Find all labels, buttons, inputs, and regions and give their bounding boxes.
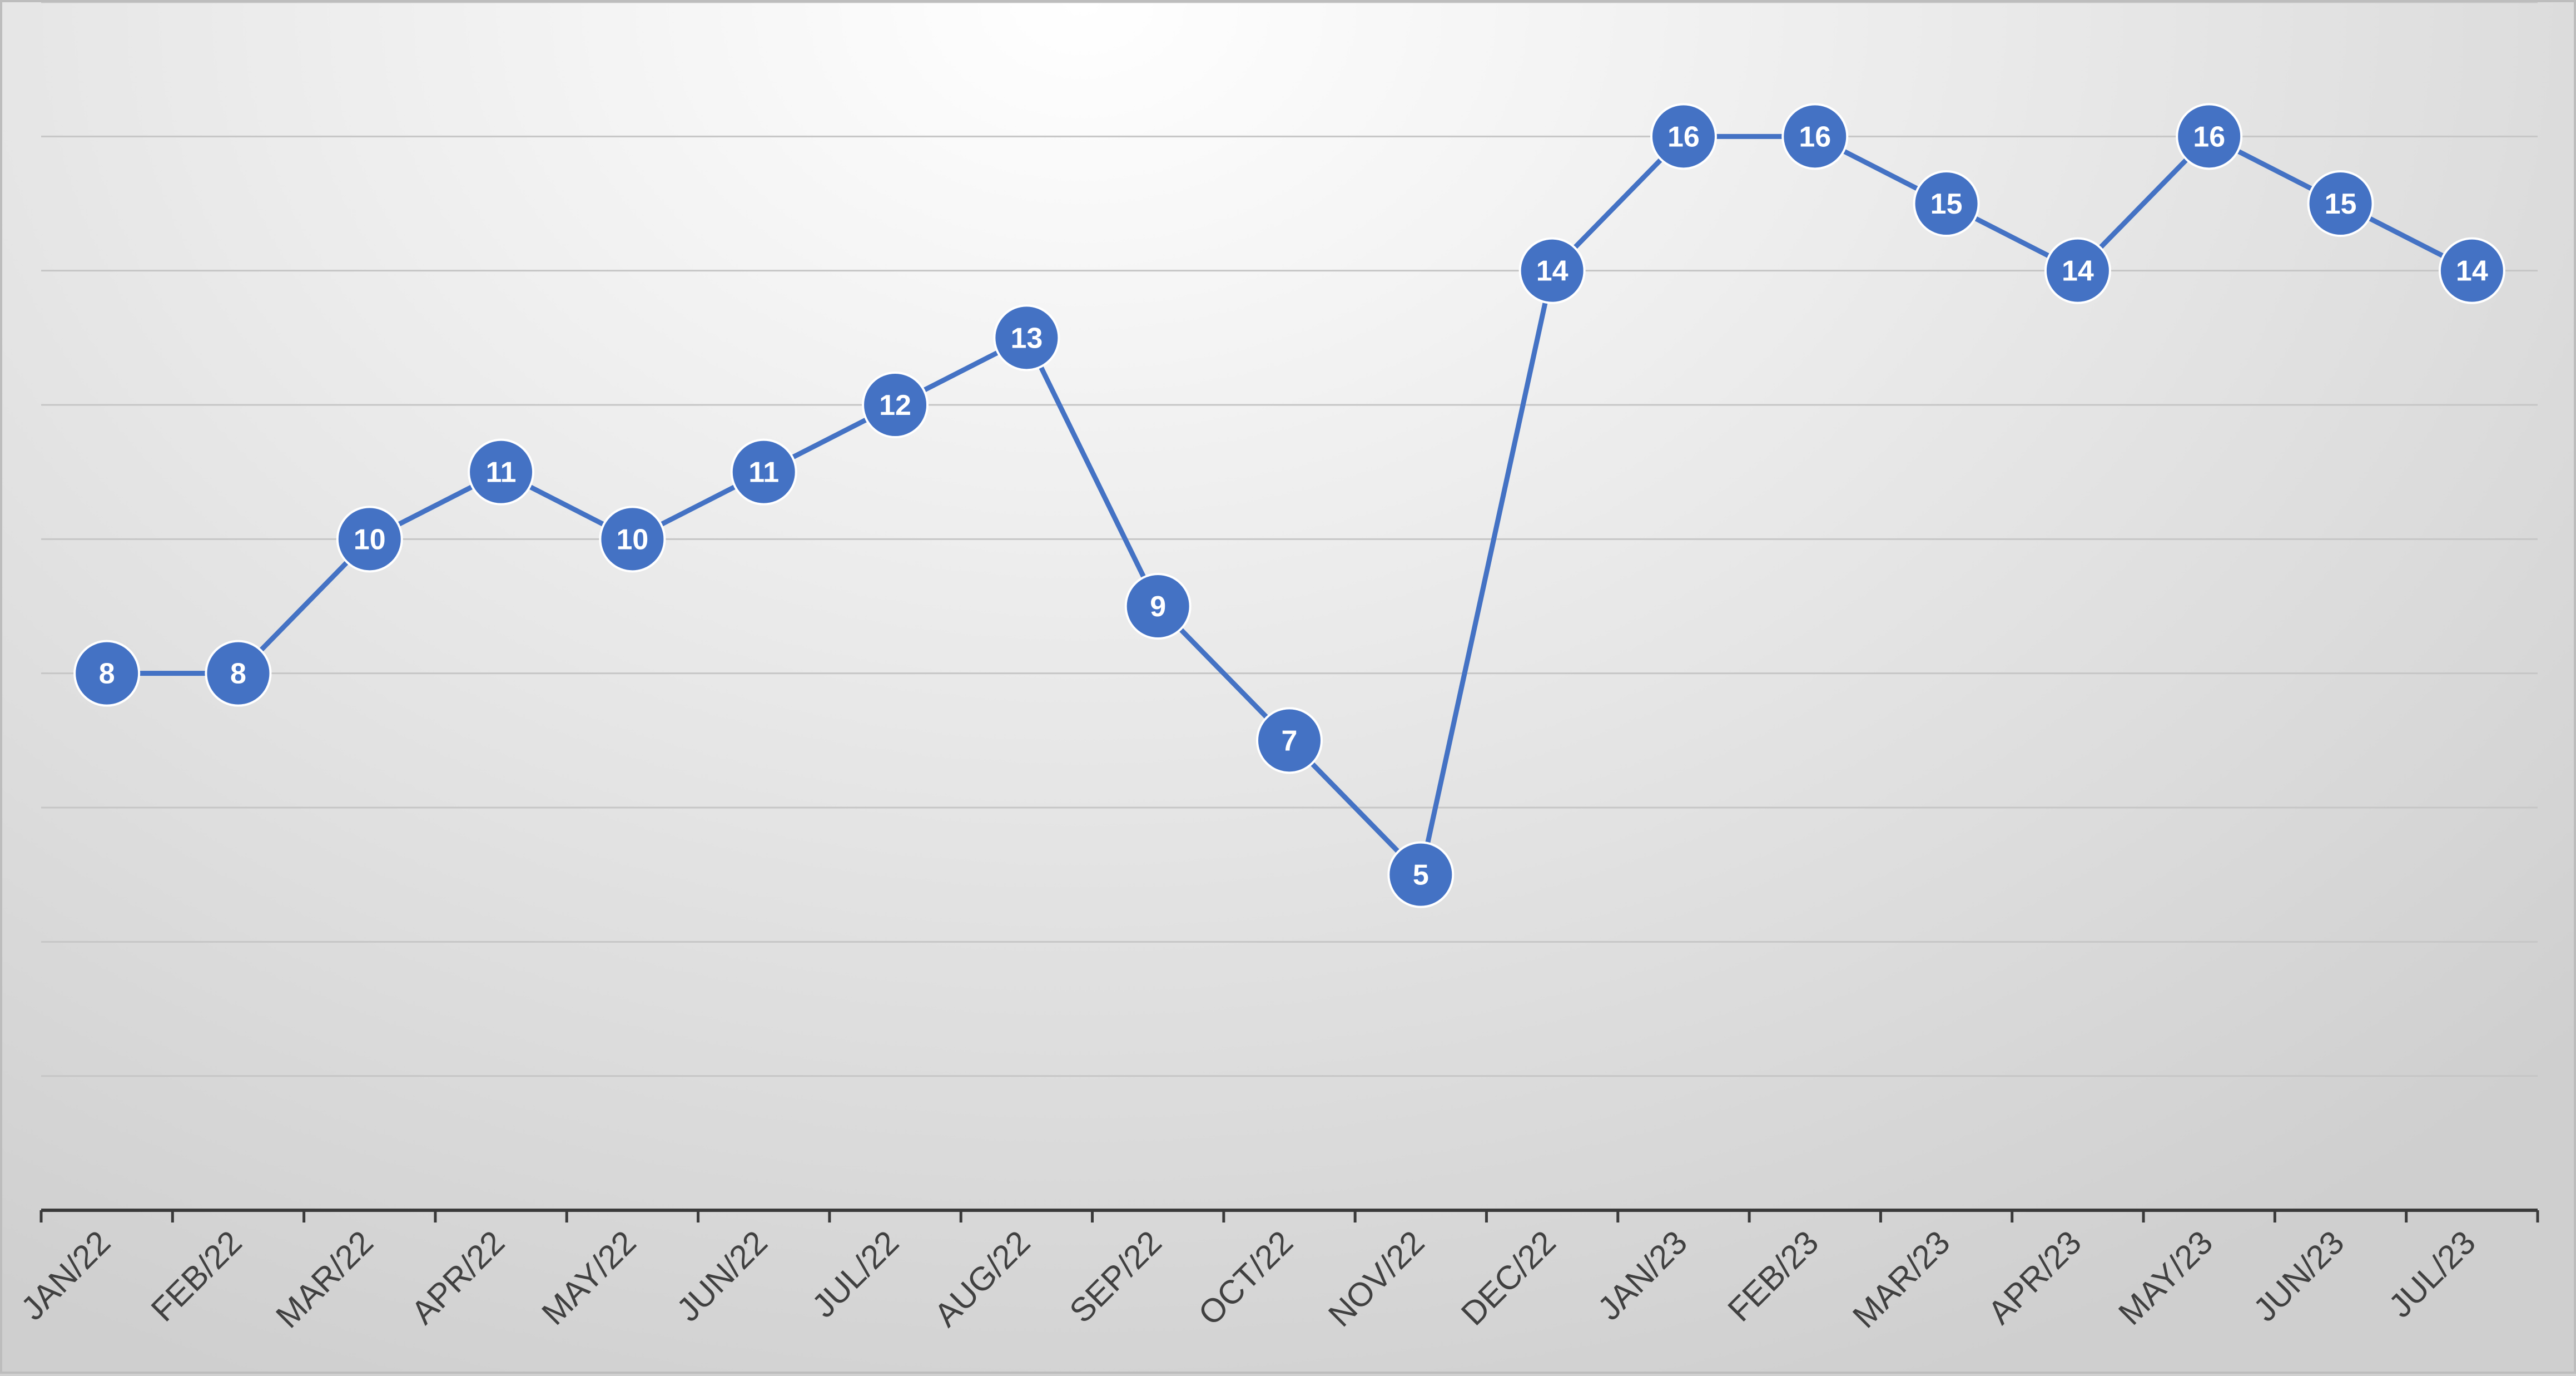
data-point-marker: [336, 506, 403, 573]
data-label: 12: [879, 389, 911, 422]
x-tick-label: AUG/22: [927, 1224, 1037, 1334]
data-point-marker: [2438, 237, 2505, 304]
x-tick-label: MAR/22: [269, 1224, 380, 1335]
data-label: 16: [1667, 121, 1700, 153]
x-tick-label: JAN/22: [14, 1224, 118, 1328]
x-tick-label: MAR/23: [1845, 1224, 1957, 1335]
data-point-marker: [599, 506, 666, 573]
x-tick-label: JUN/22: [669, 1224, 775, 1329]
x-tick-label: DEC/22: [1454, 1224, 1563, 1333]
data-label: 10: [616, 523, 648, 556]
x-tick-label: JAN/23: [1591, 1224, 1695, 1328]
data-label: 5: [1413, 859, 1429, 892]
data-point-marker: [993, 304, 1060, 372]
data-label: 14: [1536, 255, 1569, 288]
data-label: 9: [1150, 591, 1166, 623]
data-point-marker: [1913, 170, 1980, 237]
data-point-marker: [1124, 573, 1192, 640]
x-tick-label: JUN/23: [2246, 1224, 2351, 1329]
data-point-marker: [1518, 237, 1586, 304]
data-label: 15: [2325, 188, 2357, 220]
data-label: 14: [2062, 255, 2094, 288]
data-label: 11: [748, 457, 779, 489]
x-axis: JAN/22 FEB/22 MAR/22 APR/22 MAY/22 JUN/22 JUL/…: [14, 1209, 2539, 1335]
data-label: 7: [1282, 725, 1298, 757]
x-tick-label: JUL/22: [805, 1224, 906, 1325]
x-tick-label: MAY/23: [2111, 1224, 2220, 1332]
data-label: 8: [99, 658, 115, 690]
data-point-marker: [862, 372, 929, 438]
data-label: 11: [486, 457, 517, 489]
x-tick-label: SEP/22: [1063, 1224, 1169, 1330]
data-points: 8 8 10 11 10 11 12 13 9 7 5 14 16 16 15 14 16 15 14: [73, 103, 2505, 908]
x-tick-label: NOV/22: [1321, 1224, 1431, 1334]
data-label: 13: [1010, 322, 1043, 354]
x-tick-label: MAY/22: [534, 1224, 643, 1332]
data-point-marker: [730, 438, 797, 506]
data-point-marker: [73, 640, 141, 707]
data-label: 10: [354, 523, 386, 556]
data-point-marker: [205, 640, 272, 707]
data-point-marker: [2307, 170, 2374, 237]
x-tick-label: APR/23: [1981, 1224, 2088, 1332]
data-point-marker: [2176, 103, 2243, 170]
data-point-marker: [468, 438, 535, 506]
data-point-marker: [1781, 103, 1849, 170]
data-label: 8: [230, 658, 246, 690]
x-tick-label: APR/22: [404, 1224, 512, 1332]
gridlines: [41, 2, 2538, 1077]
data-label: 15: [1930, 188, 1963, 220]
data-point-marker: [1650, 103, 1717, 170]
x-tick-label: JUL/23: [2381, 1224, 2483, 1325]
data-label: 16: [1799, 121, 1831, 153]
x-tick-label: OCT/22: [1191, 1224, 1300, 1333]
x-tick-label: FEB/22: [144, 1224, 249, 1329]
data-point-marker: [2044, 237, 2111, 304]
data-point-marker: [1256, 707, 1323, 774]
data-label: 16: [2193, 121, 2225, 153]
data-point-marker: [1387, 841, 1455, 908]
data-label: 14: [2456, 255, 2488, 288]
x-tick-label: FEB/23: [1721, 1224, 1826, 1329]
